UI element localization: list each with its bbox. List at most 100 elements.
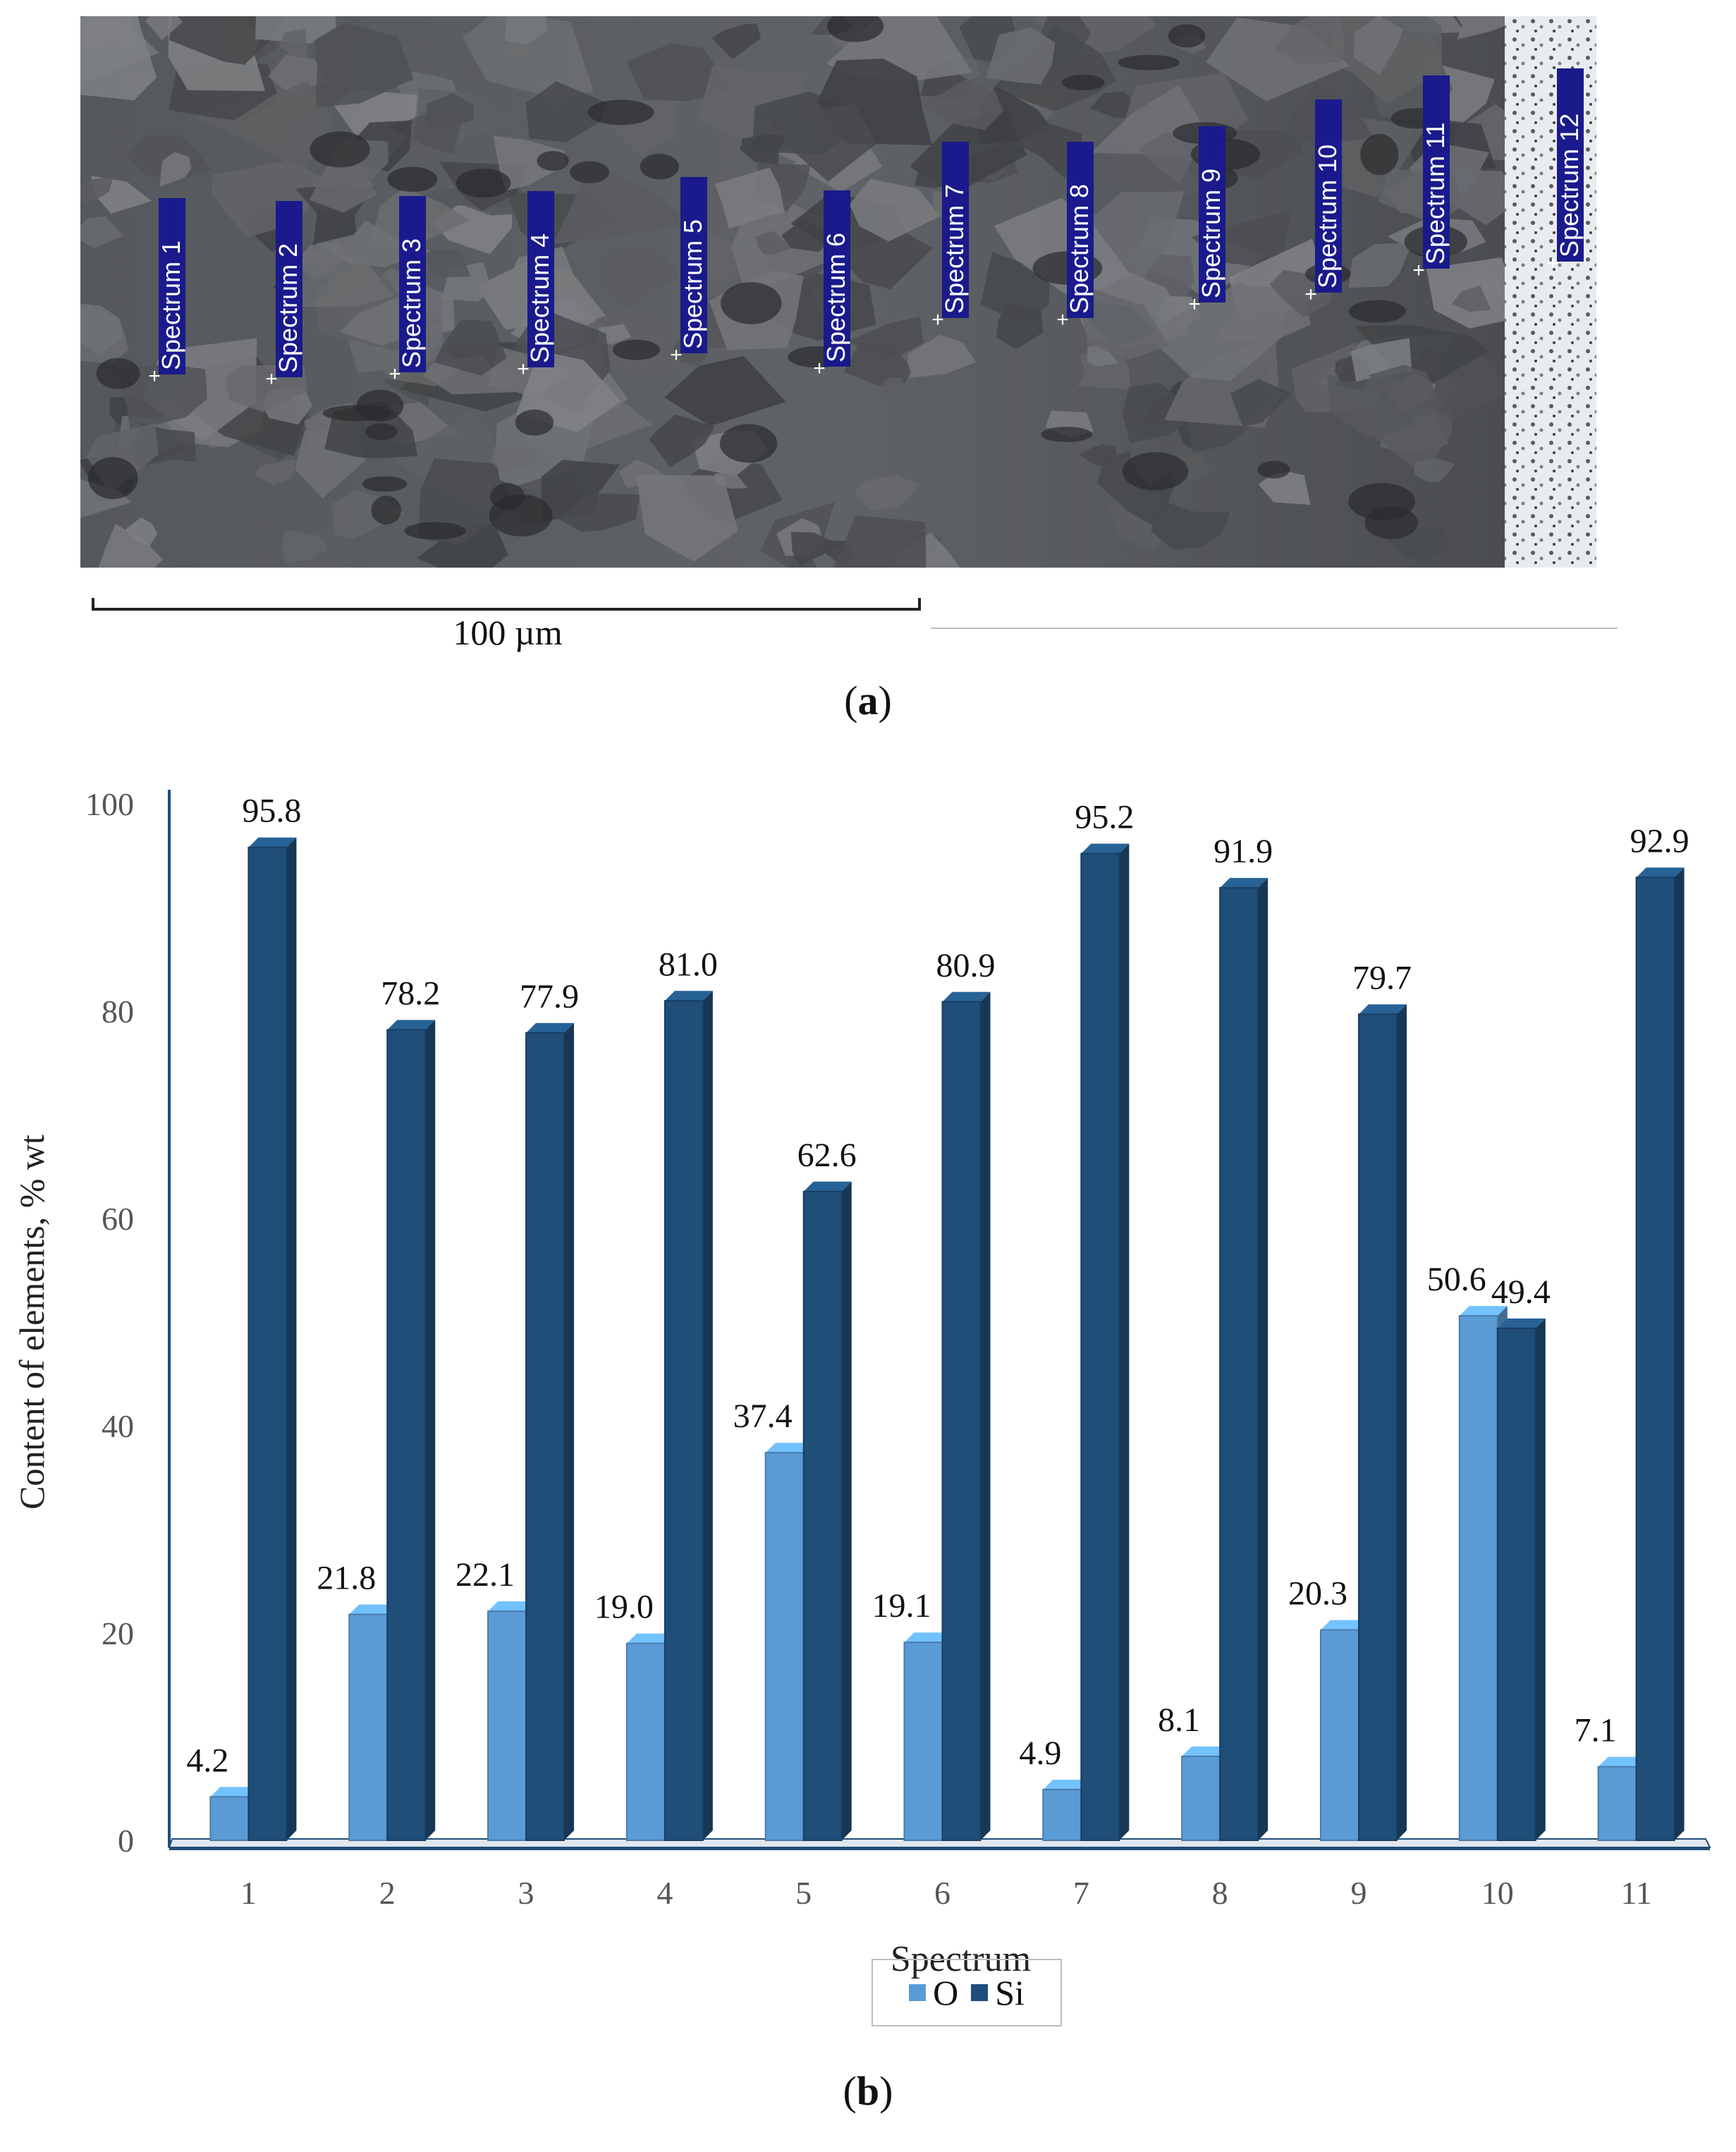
- bar-top: [488, 1601, 537, 1612]
- pore: [515, 409, 554, 436]
- bar-side: [980, 991, 991, 1840]
- legend-swatch-o: [909, 1984, 927, 2001]
- pore: [1118, 54, 1180, 71]
- bar-front: [942, 1001, 981, 1840]
- bar-front: [1081, 853, 1120, 1840]
- grain-particle: [294, 252, 394, 307]
- grain-particle: [98, 524, 164, 568]
- legend-item-si: Si: [971, 1972, 1025, 2013]
- marker-cross-icon: +: [931, 308, 944, 331]
- spectrum-label-box: [399, 196, 426, 372]
- pore: [362, 476, 408, 492]
- pore: [1041, 427, 1092, 442]
- grain-particle: [169, 16, 285, 65]
- bar-front: [1497, 1328, 1536, 1840]
- spectrum-marker: +Spectrum 8: [1056, 142, 1094, 331]
- grain-particle: [664, 355, 786, 427]
- x-tick-label: 10: [1481, 1875, 1514, 1911]
- data-label: 19.1: [872, 1587, 931, 1625]
- data-label: 95.2: [1075, 799, 1134, 836]
- bar-top: [765, 1443, 814, 1453]
- bar-front: [387, 1029, 426, 1840]
- spectrum-label-box: [1557, 68, 1584, 262]
- data-label: 22.1: [456, 1556, 515, 1594]
- grain-particle: [541, 460, 621, 522]
- scale-bar-extension: [931, 628, 1618, 629]
- grain-particle: [1274, 16, 1345, 64]
- grain-particle: [159, 152, 192, 188]
- pore: [1257, 460, 1290, 479]
- grain-particle: [626, 43, 733, 102]
- grain-particle: [314, 23, 414, 108]
- grain-particle: [636, 475, 738, 562]
- grain-particle: [843, 342, 911, 386]
- pore: [719, 424, 778, 463]
- spectrum-label-box: [527, 191, 554, 367]
- bar-front: [1598, 1766, 1637, 1840]
- spectrum-label: Spectrum 1: [157, 240, 185, 370]
- grain-particle: [854, 475, 919, 511]
- bar-top: [387, 1020, 436, 1030]
- spectrum-label-box: [824, 190, 850, 367]
- bar-outline: [386, 1029, 427, 1842]
- pore: [537, 151, 569, 171]
- pore: [1348, 483, 1416, 520]
- bar-top: [904, 1632, 953, 1643]
- data-label: 79.7: [1352, 959, 1412, 996]
- bar-top: [626, 1633, 675, 1644]
- bar-front: [1358, 1014, 1397, 1840]
- bar-outline: [941, 1001, 982, 1841]
- grain-particle: [80, 303, 123, 355]
- legend-item-o: O: [909, 1972, 958, 2013]
- bar-si: [1080, 843, 1130, 1841]
- spectrum-marker: +Spectrum 7: [931, 142, 969, 331]
- data-label: 49.4: [1491, 1273, 1551, 1311]
- grain-particle: [649, 414, 715, 467]
- marker-cross-icon: +: [813, 357, 826, 380]
- grain-particle: [874, 377, 906, 394]
- grain-particle: [525, 81, 607, 142]
- grain-particle: [914, 79, 1003, 130]
- bar-top: [1220, 878, 1269, 888]
- bar-front: [626, 1643, 665, 1840]
- marker-cross-icon: +: [670, 343, 683, 367]
- bar-top: [1497, 1318, 1546, 1328]
- pore: [612, 339, 661, 360]
- grain-particle: [904, 334, 976, 379]
- grain-particle: [340, 295, 408, 346]
- bar-si: [1635, 867, 1685, 1841]
- spectrum-marker: +Spectrum 6: [813, 190, 850, 380]
- pore: [456, 169, 511, 198]
- grain-particle: [996, 302, 1044, 350]
- grain-particle: [1087, 343, 1119, 367]
- bar-outline: [1219, 887, 1259, 1842]
- bar-front: [248, 847, 287, 1840]
- marker-cross-icon: +: [1412, 259, 1425, 282]
- spectrum-label-box: [1315, 99, 1342, 293]
- marker-cross-icon: +: [265, 367, 278, 391]
- spectrum-label-box: [1199, 126, 1225, 302]
- scale-bar: [92, 598, 921, 611]
- bar-top: [1182, 1746, 1230, 1756]
- x-tick-label: 8: [1212, 1875, 1228, 1911]
- bar-side: [841, 1181, 852, 1840]
- bar-top: [526, 1022, 575, 1033]
- pore: [404, 522, 466, 540]
- x-tick-label: 11: [1620, 1875, 1651, 1911]
- sem-image: +Spectrum 1+Spectrum 2+Spectrum 3+Spectr…: [80, 16, 1596, 568]
- grain-particle: [711, 23, 762, 60]
- grain-particle: [1076, 283, 1169, 360]
- bar-outline: [1635, 876, 1675, 1841]
- spectrum-label: Spectrum 5: [678, 219, 707, 349]
- bar-front: [1459, 1316, 1498, 1840]
- bar-si: [802, 1181, 852, 1841]
- pore: [1168, 24, 1206, 48]
- sem-micrograph: + Spectrum 1 + Spectrum 2 + Spectrum 3 + Spectr…: [80, 16, 1596, 568]
- grain-particle: [1090, 91, 1132, 119]
- scale-bar-label: 100 µm: [453, 613, 563, 652]
- x-tick-label: 3: [518, 1875, 534, 1911]
- spectrum-label: Spectrum 8: [1065, 184, 1094, 314]
- pore: [365, 423, 398, 441]
- bar-front: [803, 1191, 842, 1840]
- grain-particle: [80, 16, 157, 101]
